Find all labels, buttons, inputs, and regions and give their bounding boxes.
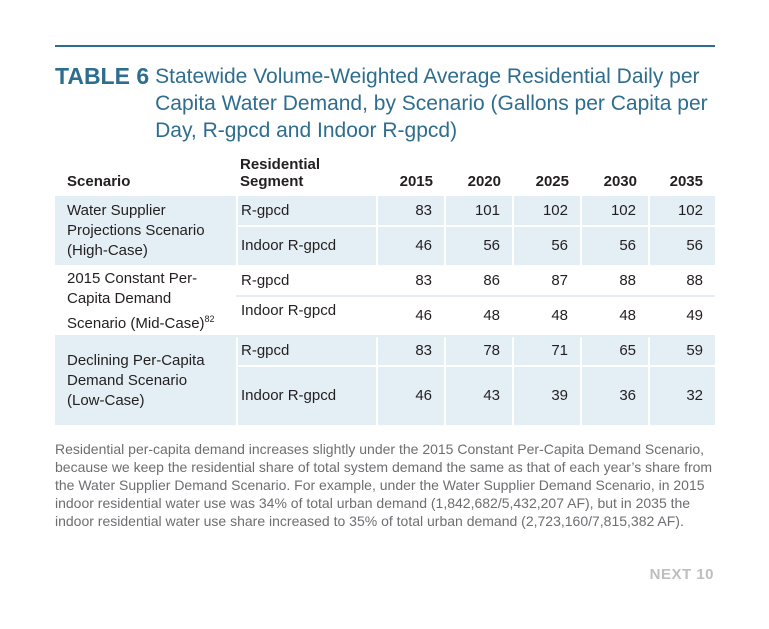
value-cell: 71: [512, 336, 581, 367]
value-cell: 46: [376, 366, 445, 427]
value-cell: 101: [444, 196, 513, 227]
value-cell: 56: [512, 226, 581, 267]
value-cell: 59: [648, 336, 715, 367]
value-cell: 102: [580, 196, 649, 227]
value-cell: 83: [376, 336, 445, 367]
value-cell: 48: [512, 296, 581, 337]
table-row: Declining Per-Capita Demand Scenario (Lo…: [55, 336, 715, 427]
header-row: Scenario Residential Segment 2015 2020 2…: [55, 156, 715, 196]
value-cell: 86: [444, 266, 513, 297]
table-row: Indoor R-gpcd 46 43 39 36 32: [55, 366, 715, 427]
scenario-cell: Declining Per-Capita Demand Scenario (Lo…: [55, 336, 237, 427]
col-header-segment: Residential Segment: [240, 156, 321, 190]
value-cell: 88: [648, 266, 715, 297]
value-cell: 56: [580, 226, 649, 267]
table-row: Water Supplier Projections Scenario (Hig…: [55, 196, 715, 267]
value-cell: 78: [444, 336, 513, 367]
col-header-2015: 2015: [399, 173, 433, 190]
segment-cell: Indoor R-gpcd: [236, 296, 377, 337]
value-cell: 88: [580, 266, 649, 297]
table-row: Indoor R-gpcd 46 48 48 48 49: [55, 296, 715, 337]
scenario-label: 2015 Constant Per-Capita Demand Scenario…: [67, 269, 205, 332]
footnote-marker: 82: [204, 313, 215, 324]
value-cell: 49: [648, 296, 715, 337]
table-title-block: TABLE 6 Statewide Volume-Weighted Averag…: [55, 63, 715, 144]
top-rule: [55, 45, 715, 47]
demand-table: Scenario Residential Segment 2015 2020 2…: [55, 156, 715, 427]
segment-cell: R-gpcd: [236, 196, 377, 227]
value-cell: 65: [580, 336, 649, 367]
segment-cell: Indoor R-gpcd: [236, 226, 377, 267]
value-cell: 102: [648, 196, 715, 227]
value-cell: 48: [444, 296, 513, 337]
value-cell: 46: [376, 296, 445, 337]
col-header-2035: 2035: [669, 173, 703, 190]
table-row: 2015 Constant Per-Capita Demand Scenario…: [55, 266, 715, 337]
table-row: Indoor R-gpcd 46 56 56 56 56: [55, 226, 715, 267]
value-cell: 102: [512, 196, 581, 227]
value-cell: 32: [648, 366, 715, 427]
value-cell: 56: [648, 226, 715, 267]
segment-cell: Indoor R-gpcd: [236, 366, 377, 427]
value-cell: 87: [512, 266, 581, 297]
value-cell: 48: [580, 296, 649, 337]
next10-logo: NEXT 10: [649, 566, 714, 583]
segment-cell: R-gpcd: [236, 336, 377, 367]
table-number: TABLE 6: [55, 63, 150, 89]
value-cell: 83: [376, 196, 445, 227]
col-header-2030: 2030: [603, 173, 637, 190]
table-title: Statewide Volume-Weighted Average Reside…: [155, 65, 708, 142]
table-note: Residential per-capita demand increases …: [55, 441, 713, 529]
value-cell: 39: [512, 366, 581, 427]
value-cell: 83: [376, 266, 445, 297]
value-cell: 36: [580, 366, 649, 427]
col-header-2020: 2020: [467, 173, 501, 190]
scenario-cell: Water Supplier Projections Scenario (Hig…: [55, 196, 237, 267]
segment-cell: R-gpcd: [236, 266, 377, 297]
col-header-scenario: Scenario: [67, 173, 131, 190]
value-cell: 56: [444, 226, 513, 267]
value-cell: 43: [444, 366, 513, 427]
value-cell: 46: [376, 226, 445, 267]
scenario-cell: 2015 Constant Per-Capita Demand Scenario…: [55, 266, 237, 337]
col-header-2025: 2025: [535, 173, 569, 190]
